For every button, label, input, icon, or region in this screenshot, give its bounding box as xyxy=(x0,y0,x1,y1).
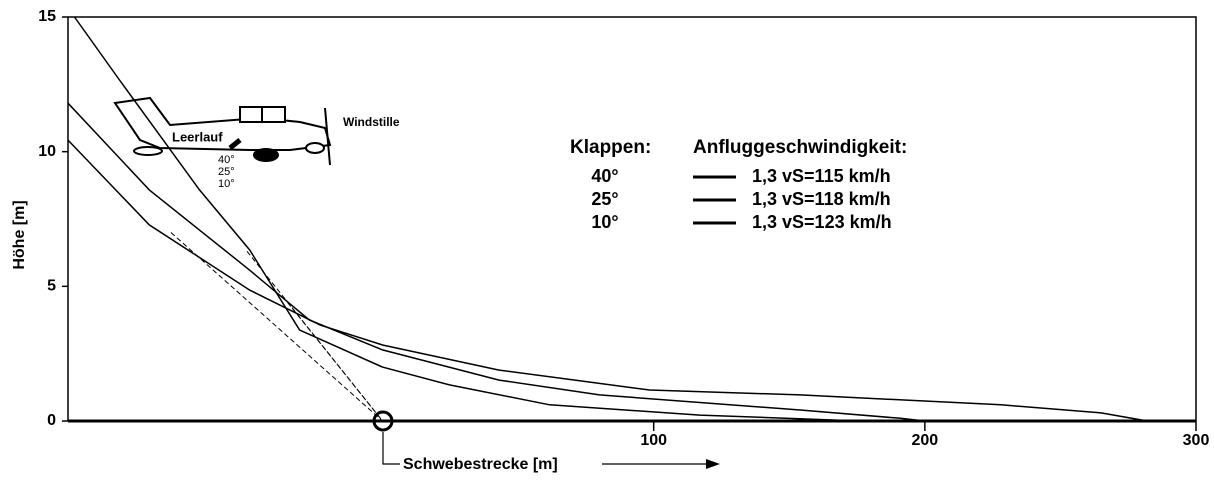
flare-curve xyxy=(67,139,1148,422)
legend-speed: 1,3 vS=115 km/h xyxy=(752,166,891,186)
annotation: Leerlauf xyxy=(172,129,223,144)
legend-speed: 1,3 vS=118 km/h xyxy=(752,189,891,209)
legend-name: 40° xyxy=(591,166,618,186)
y-axis-label: Höhe [m] xyxy=(11,200,28,269)
legend-speed: 1,3 vS=123 km/h xyxy=(752,212,892,232)
flap-label: 40° xyxy=(218,154,235,166)
y-tick-label: 10 xyxy=(38,143,56,160)
flap-label: 10° xyxy=(218,178,235,190)
legend-name: 25° xyxy=(591,189,618,209)
x-tick-label: 100 xyxy=(640,432,667,449)
legend-name: 10° xyxy=(591,212,618,232)
annotation: Windstille xyxy=(343,115,400,129)
x-tick-label: 300 xyxy=(1183,432,1210,449)
arrow-head xyxy=(706,459,720,469)
approach-line xyxy=(287,302,383,422)
flare-curve xyxy=(67,102,925,422)
touchdown-marker xyxy=(372,410,394,432)
y-tick-label: 5 xyxy=(47,278,56,295)
y-tick-label: 0 xyxy=(47,412,56,429)
x-axis-label: Schwebestrecke [m] xyxy=(403,456,558,473)
legend-subtitle: Anfluggeschwindigkeit: xyxy=(693,137,907,158)
legend-title: Klappen: xyxy=(570,137,651,158)
bracket xyxy=(382,432,400,465)
frame xyxy=(68,16,1197,421)
flap-label: 25° xyxy=(218,166,235,178)
approach-line xyxy=(170,232,383,422)
flare-curve xyxy=(73,16,860,422)
x-tick-label: 200 xyxy=(911,432,938,449)
airplane xyxy=(113,96,332,166)
y-tick-label: 15 xyxy=(38,8,56,25)
